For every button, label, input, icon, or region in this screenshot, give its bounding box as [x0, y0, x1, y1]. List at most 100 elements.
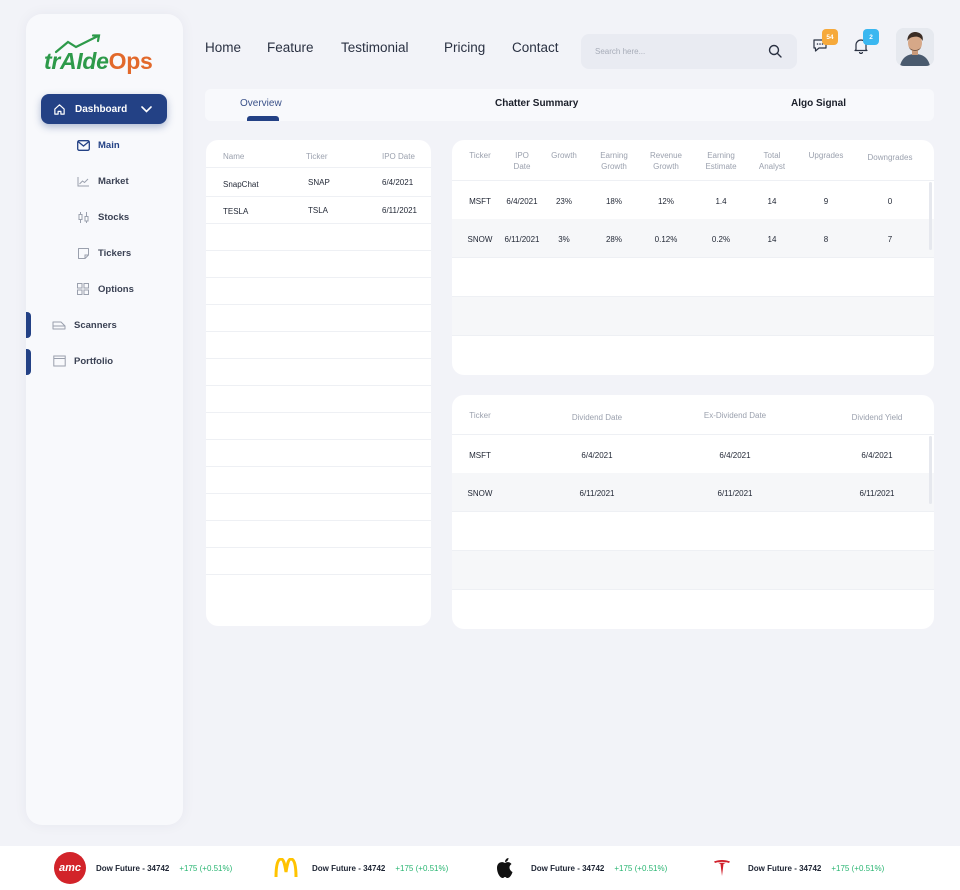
- search-bar[interactable]: Search here...: [581, 34, 797, 69]
- cell-total-analyst: 14: [767, 197, 777, 206]
- row-divider: [452, 257, 934, 258]
- scanners-indicator: [26, 312, 31, 338]
- row-divider: [206, 439, 431, 440]
- user-avatar[interactable]: [896, 28, 934, 66]
- sidebar-item-stocks[interactable]: Stocks: [76, 208, 129, 226]
- sidebar-item-tickers[interactable]: Tickers: [76, 244, 131, 262]
- folder-icon: [52, 354, 66, 368]
- tab-overview[interactable]: Overview: [240, 98, 282, 109]
- ticker-name: Dow Future - 34742: [748, 863, 822, 873]
- row-divider: [206, 250, 431, 251]
- search-input[interactable]: Search here...: [595, 47, 646, 56]
- cell-upgrades: 9: [823, 197, 829, 206]
- row-divider: [206, 520, 431, 521]
- sidebar-item-scanners[interactable]: Scanners: [52, 316, 117, 334]
- row-divider: [206, 574, 431, 575]
- cell-downgrades: 7: [887, 235, 893, 244]
- cell-dividend-date: 6/4/2021: [581, 451, 613, 460]
- active-tab-indicator: [247, 116, 279, 121]
- tab-algo-signal[interactable]: Algo Signal: [791, 98, 846, 109]
- ticker-name: Dow Future - 34742: [531, 863, 605, 873]
- cell-ticker: MSFT: [469, 451, 491, 460]
- nav-home-link[interactable]: Home: [205, 40, 242, 55]
- sidebar-item-options[interactable]: Options: [76, 280, 134, 298]
- cell-ipo-date: 6/11/2021: [504, 235, 540, 244]
- nav-testimonial-link[interactable]: Testimonial: [341, 40, 409, 55]
- column-header: Upgrades: [808, 151, 844, 160]
- sidebar-item-label: Tickers: [98, 247, 132, 259]
- row-divider: [206, 304, 431, 305]
- column-header: Earning Estimate: [705, 151, 737, 171]
- logo-text: trAIdeOps: [44, 48, 153, 75]
- row-divider: [206, 223, 431, 224]
- ticker-change: +175 (+0.51%): [179, 863, 233, 873]
- column-header: Total Analyst: [758, 151, 786, 171]
- amc-logo-text: amc: [58, 862, 82, 874]
- scrollbar[interactable]: [929, 436, 932, 504]
- cell-dividend-yield: 6/4/2021: [861, 451, 893, 460]
- tesla-logo-icon: [706, 852, 738, 884]
- sidebar-item-label: Portfolio: [74, 355, 114, 367]
- row-divider: [206, 331, 431, 332]
- row-divider: [452, 550, 934, 551]
- column-header: Revenue Growth: [649, 151, 683, 171]
- column-header: Earning Growth: [600, 151, 628, 171]
- scrollbar[interactable]: [929, 182, 932, 250]
- search-icon[interactable]: [768, 44, 782, 58]
- column-header: Ticker: [469, 411, 491, 420]
- cell-total-analyst: 14: [767, 235, 777, 244]
- sidebar-item-label: Options: [98, 283, 134, 295]
- ipo-table-card: Name Ticker IPO Date SnapChat SNAP 6/4/2…: [206, 140, 431, 626]
- sidebar-item-label: Scanners: [74, 319, 117, 331]
- sidebar-item-label: Main: [98, 139, 120, 151]
- row-divider: [452, 511, 934, 512]
- home-icon: [54, 103, 65, 115]
- messages-badge: 54: [822, 29, 838, 45]
- trend-line-icon: [76, 174, 90, 188]
- app-logo[interactable]: trAIdeOps: [42, 34, 172, 74]
- cell-ipo-date: 6/4/2021: [506, 197, 538, 206]
- sidebar-item-portfolio[interactable]: Portfolio: [52, 352, 113, 370]
- row-background: [452, 297, 934, 335]
- column-header: IPO Date: [382, 152, 415, 161]
- ticker-change: +175 (+0.51%): [831, 863, 885, 873]
- ticker-change: +175 (+0.51%): [395, 863, 449, 873]
- nav-pricing-link[interactable]: Pricing: [444, 40, 486, 55]
- logo-part2: Ops: [108, 48, 153, 74]
- cell-ticker: SNAP: [308, 178, 330, 187]
- tab-chatter-summary[interactable]: Chatter Summary: [495, 98, 579, 109]
- mail-icon: [76, 138, 90, 152]
- mcdonalds-logo-icon: [270, 852, 302, 884]
- row-divider: [206, 466, 431, 467]
- cell-ticker: SNOW: [467, 235, 493, 244]
- cell-earning-growth: 28%: [605, 235, 622, 244]
- logo-part1: trAIde: [44, 48, 109, 74]
- row-divider: [206, 196, 431, 197]
- cell-ipo-date: 6/4/2021: [382, 178, 414, 187]
- ticker-item[interactable]: Dow Future - 34742 +175 (+0.51%): [706, 851, 884, 885]
- cell-revenue-growth: 12%: [657, 197, 674, 206]
- column-header: IPO Date: [513, 151, 531, 171]
- ticker-name: Dow Future - 34742: [312, 863, 386, 873]
- cell-earning-estimate: 1.4: [715, 197, 727, 206]
- scanner-icon: [52, 318, 66, 332]
- cell-revenue-growth: 0.12%: [654, 235, 678, 244]
- row-divider: [206, 385, 431, 386]
- dashboard-button[interactable]: Dashboard: [41, 94, 167, 124]
- sidebar-item-main[interactable]: Main: [76, 136, 120, 154]
- row-divider: [206, 547, 431, 548]
- cell-upgrades: 8: [823, 235, 829, 244]
- row-divider: [206, 277, 431, 278]
- row-divider: [452, 296, 934, 297]
- row-divider: [452, 180, 934, 181]
- cell-downgrades: 0: [887, 197, 893, 206]
- nav-feature-link[interactable]: Feature: [267, 40, 314, 55]
- ticker-item[interactable]: Dow Future - 34742 +175 (+0.51%): [270, 851, 448, 885]
- ticker-item[interactable]: Dow Future - 34742 +175 (+0.51%): [489, 851, 667, 885]
- row-divider: [206, 412, 431, 413]
- sidebar-item-market[interactable]: Market: [76, 172, 129, 190]
- column-header: Downgrades: [867, 153, 913, 162]
- column-header: Growth: [551, 151, 577, 160]
- nav-contact-link[interactable]: Contact: [512, 40, 559, 55]
- ticker-item[interactable]: amc Dow Future - 34742 +175 (+0.51%): [54, 851, 232, 885]
